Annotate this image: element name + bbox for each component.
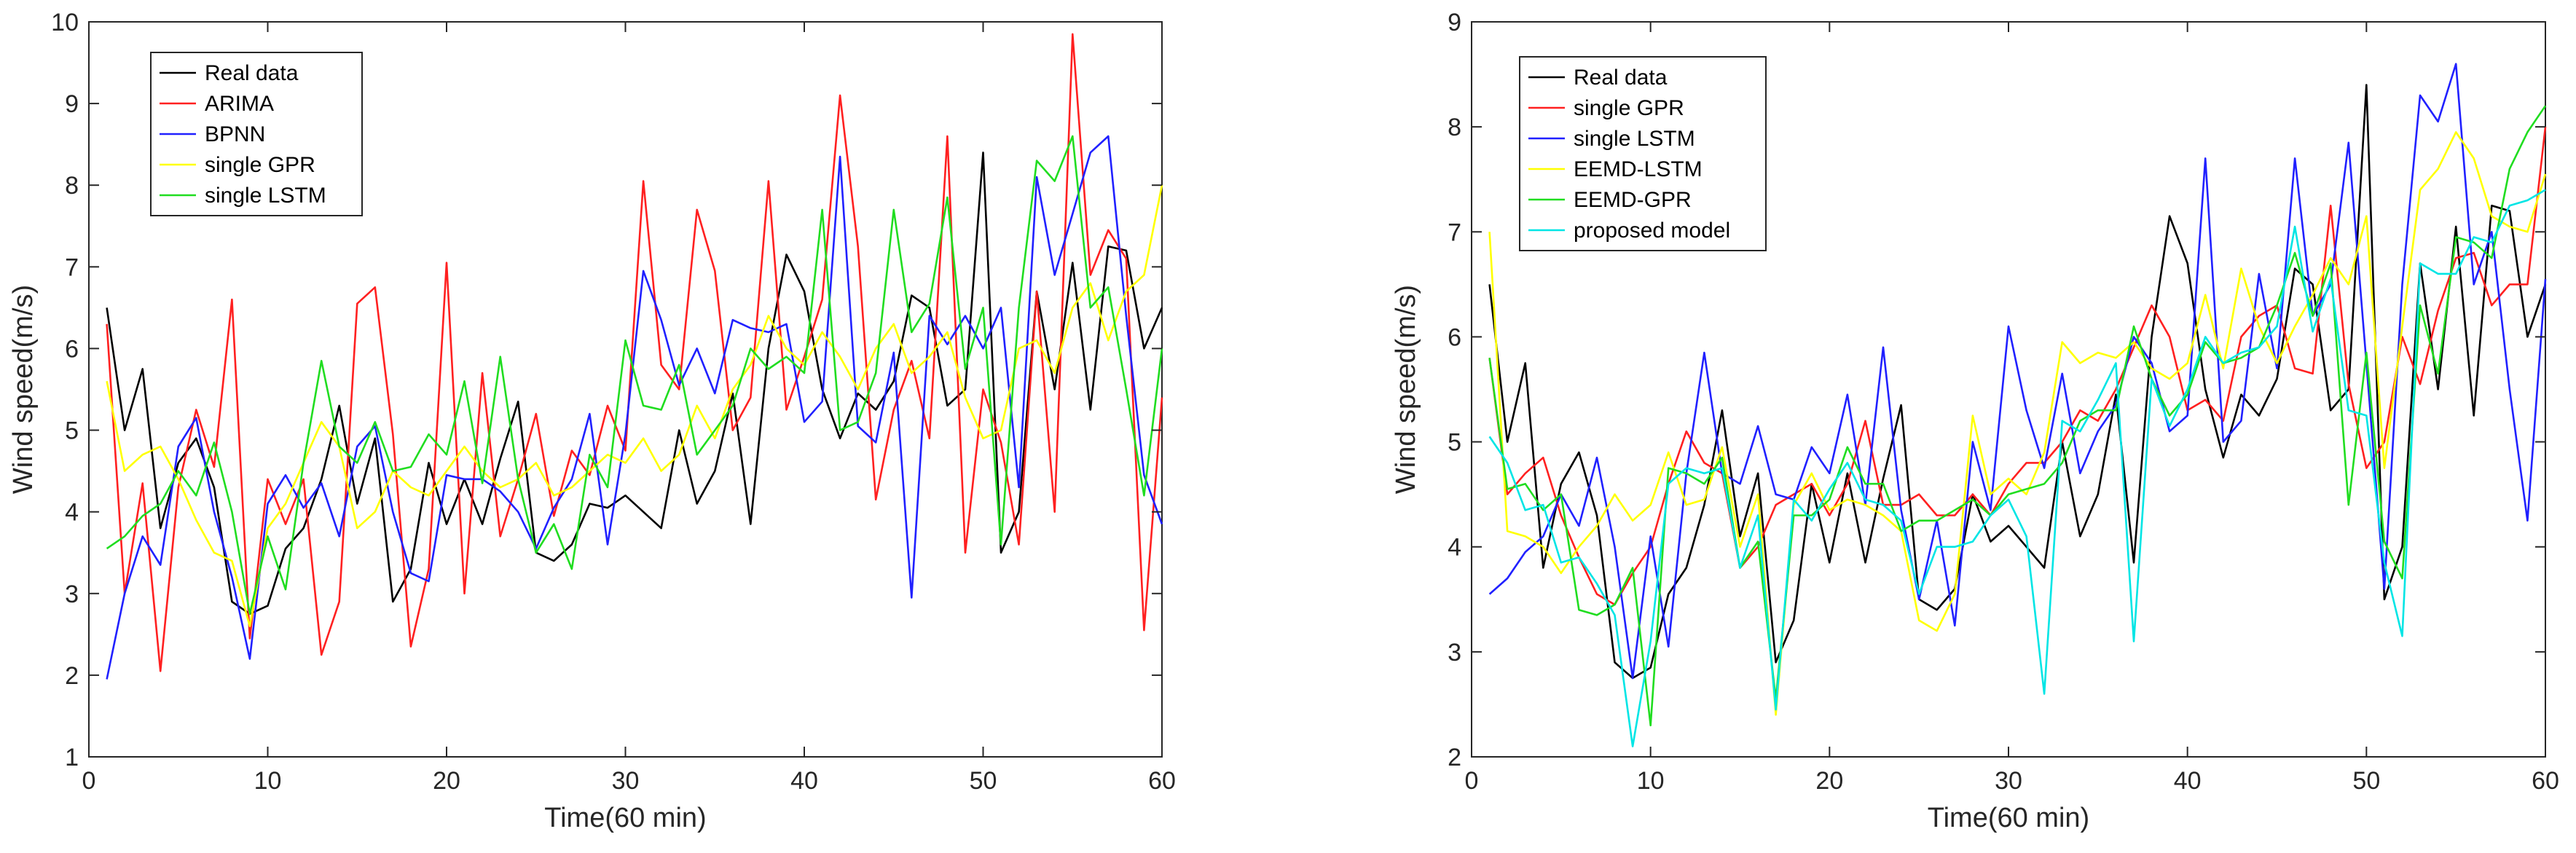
legend-entry-label: EEMD-LSTM <box>1574 157 1703 181</box>
x-tick-label: 30 <box>1995 767 2022 795</box>
x-axis-label: Time(60 min) <box>544 803 706 833</box>
series-line-real-data <box>106 152 1163 616</box>
legend-box <box>1519 56 1767 251</box>
y-tick-label: 3 <box>65 581 79 608</box>
y-tick-label: 6 <box>1448 323 1461 351</box>
y-axis-label: Wind speed(m/s) <box>8 285 39 494</box>
y-tick-label: 2 <box>1448 744 1461 771</box>
y-tick-label: 2 <box>65 662 79 690</box>
chart-2: 0 10 20 30 40 50 60 2 3 4 5 6 7 8 9 Time(60 min) Wind sp… <box>1391 9 2559 833</box>
series-line-single-gpr <box>1488 126 2547 606</box>
x-axis-label: Time(60 min) <box>1928 803 2089 833</box>
x-tick-label: 50 <box>2352 767 2380 795</box>
series-line-single-gpr <box>106 184 1163 627</box>
series-line-real-data <box>1488 84 2547 680</box>
series-line-proposed-model <box>1488 189 2546 747</box>
y-axis-label: Wind speed(m/s) <box>1391 285 1421 494</box>
chart-1: 0 10 20 30 40 50 60 1 2 3 4 5 6 7 8 9 10 Time(60 min) Wind… <box>8 9 1176 833</box>
series-line-single-lstm <box>106 135 1163 616</box>
x-tick-label: 30 <box>612 767 640 795</box>
y-tick-label: 4 <box>65 499 79 527</box>
x-tick-label: 0 <box>82 767 96 795</box>
x-tick-label: 10 <box>1637 767 1665 795</box>
y-tick-label: 9 <box>65 90 79 118</box>
series-line-arima <box>106 33 1163 672</box>
y-tick-label: 7 <box>65 253 79 281</box>
y-tick-label: 8 <box>65 172 79 200</box>
x-tick-label: 40 <box>2174 767 2202 795</box>
y-tick-label: 10 <box>51 9 79 36</box>
y-tick-label: 4 <box>1448 534 1461 562</box>
y-tick-label: 5 <box>65 417 79 445</box>
y-tick-label: 7 <box>1448 219 1461 246</box>
y-tick-label: 6 <box>65 335 79 363</box>
series-line-eemd-lstm <box>1488 131 2547 716</box>
legend-entry-label: Real data <box>1574 66 1668 90</box>
legend-entry-label: Real data <box>205 61 299 85</box>
y-tick-label: 3 <box>1448 639 1461 667</box>
legend: Real data single GPR single LSTM EEMD-LSTM E… <box>1519 56 1767 251</box>
x-tick-label: 60 <box>1148 767 1176 795</box>
legend-entry-label: single LSTM <box>205 184 326 208</box>
x-tick-label: 50 <box>970 767 997 795</box>
y-tick-label: 5 <box>1448 429 1461 457</box>
legend-entry-label: single GPR <box>1574 96 1684 120</box>
legend-entry-label: single LSTM <box>1574 127 1695 151</box>
y-tick-label: 9 <box>1448 9 1461 36</box>
x-tick-label: 10 <box>254 767 282 795</box>
y-tick-label: 8 <box>1448 114 1461 141</box>
x-tick-label: 20 <box>433 767 460 795</box>
series-line-single-lstm <box>1488 63 2547 680</box>
legend-entry-label: proposed model <box>1574 219 1730 243</box>
y-tick-label: 1 <box>65 744 79 771</box>
legend-entry-label: ARIMA <box>205 92 274 116</box>
x-tick-label: 20 <box>1815 767 1843 795</box>
legend-entry-label: single GPR <box>205 153 315 177</box>
legend-entry-label: BPNN <box>205 122 265 146</box>
legend-entry-label: EEMD-GPR <box>1574 188 1692 212</box>
x-tick-label: 40 <box>790 767 818 795</box>
x-tick-label: 0 <box>1465 767 1479 795</box>
legend: Real data ARIMA BPNN single GPR single LSTM <box>150 52 363 216</box>
x-tick-label: 60 <box>2532 767 2559 795</box>
